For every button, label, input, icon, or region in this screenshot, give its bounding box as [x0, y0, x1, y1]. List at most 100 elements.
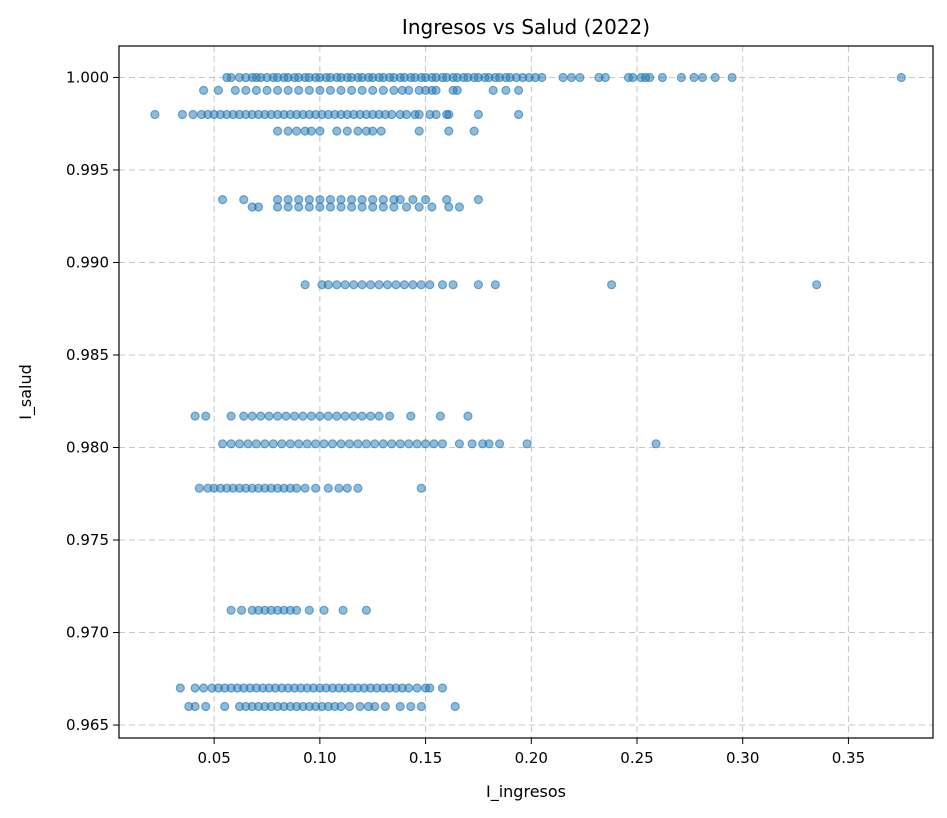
data-point [311, 483, 321, 493]
data-point [230, 85, 240, 96]
data-point [243, 439, 253, 449]
data-point [357, 411, 367, 421]
data-point [190, 683, 200, 693]
data-point [697, 72, 708, 83]
data-point [566, 72, 577, 83]
data-point [395, 439, 405, 449]
data-point [575, 72, 585, 83]
data-point [357, 85, 367, 96]
data-point [812, 280, 822, 290]
data-point [247, 411, 257, 421]
data-point [218, 439, 228, 449]
data-point [385, 411, 395, 421]
data-point [194, 483, 204, 493]
data-point [399, 280, 409, 290]
data-point [353, 439, 363, 449]
data-point [262, 85, 272, 96]
x-tick-label: 0.10 [303, 749, 336, 767]
data-point [406, 701, 416, 712]
data-point [368, 202, 378, 212]
data-point [412, 439, 422, 449]
data-point [676, 72, 687, 83]
data-point [416, 701, 426, 712]
x-axis-ticks: 0.05 0.10 0.15 0.20 0.25 0.30 0.35 [197, 738, 865, 767]
data-point [292, 126, 302, 136]
data-point [273, 126, 283, 136]
data-point [315, 202, 325, 212]
data-point [336, 85, 346, 96]
data-point [488, 85, 498, 96]
chart-title: Ingresos vs Salud (2022) [402, 15, 650, 39]
data-point [404, 439, 414, 449]
data-point [406, 411, 416, 421]
data-point [353, 126, 363, 136]
data-point [473, 195, 483, 205]
data-point [338, 605, 348, 615]
data-point [355, 701, 365, 712]
data-point [374, 411, 384, 421]
x-tick-label: 0.35 [832, 749, 865, 767]
data-point [319, 439, 329, 449]
data-point [628, 72, 638, 83]
data-point [431, 85, 441, 96]
data-point [395, 701, 405, 712]
data-point [302, 439, 312, 449]
data-point [300, 280, 310, 290]
data-point [315, 126, 325, 136]
data-point [473, 109, 483, 120]
data-point [382, 280, 393, 290]
data-point [378, 202, 388, 212]
data-point [347, 202, 357, 212]
data-point [651, 439, 661, 449]
data-point [277, 439, 287, 449]
data-point [273, 411, 283, 421]
data-point [408, 280, 418, 290]
data-point [311, 439, 321, 449]
data-point [376, 126, 386, 136]
data-point [201, 411, 211, 421]
data-point [241, 85, 251, 96]
data-point [467, 439, 477, 449]
data-point [370, 701, 380, 712]
data-point [199, 683, 209, 693]
data-point [281, 411, 291, 421]
data-point [484, 439, 494, 449]
data-point [374, 280, 384, 290]
data-point [344, 439, 355, 449]
data-point [368, 85, 378, 96]
data-point [239, 195, 249, 205]
data-point [452, 85, 462, 96]
data-point [414, 202, 424, 212]
data-point [273, 202, 283, 212]
data-point [220, 701, 230, 712]
data-point [513, 109, 524, 120]
data-point [298, 411, 308, 421]
data-point [268, 439, 278, 449]
data-point [558, 72, 568, 83]
data-point [404, 683, 414, 693]
data-point [425, 683, 435, 693]
data-point [273, 85, 283, 96]
data-point [380, 701, 390, 712]
data-point [283, 85, 293, 96]
data-point [368, 126, 378, 136]
data-point [444, 126, 454, 136]
data-point [435, 411, 445, 421]
data-point [408, 195, 418, 205]
data-point [332, 280, 342, 290]
data-point [283, 202, 293, 212]
data-point [251, 439, 261, 449]
y-tick-label: 0.980 [66, 439, 109, 457]
data-point [150, 109, 160, 120]
data-point [336, 439, 346, 449]
data-point [387, 439, 397, 449]
x-tick-label: 0.30 [726, 749, 759, 767]
data-point [285, 439, 295, 449]
data-point [501, 85, 511, 96]
data-point [177, 109, 187, 120]
data-point [323, 411, 333, 421]
data-point [325, 202, 335, 212]
data-point [401, 202, 412, 212]
data-point [226, 411, 236, 421]
